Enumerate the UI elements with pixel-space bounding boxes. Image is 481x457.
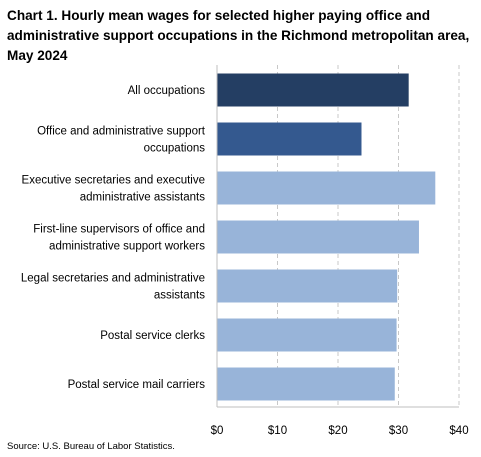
bar	[217, 220, 419, 254]
category-label: Executive secretaries and executive admin…	[22, 175, 206, 204]
category-label: First-line supervisors of office and admi…	[33, 224, 205, 253]
x-axis-ticks: $0 $10 $20 $30 $40	[211, 425, 469, 437]
chart-source: Source: U.S. Bureau of Labor Statistics.	[7, 441, 175, 452]
chart-title: Chart 1. Hourly mean wages for selected …	[7, 8, 470, 63]
category-label: Postal service clerks	[100, 330, 205, 342]
x-tick-label: $0	[211, 425, 224, 437]
bars	[217, 73, 436, 401]
bar	[217, 367, 395, 401]
bar	[217, 171, 436, 205]
bar	[217, 318, 397, 352]
x-tick-label: $20	[328, 425, 347, 437]
category-label: Legal secretaries and administrative assi…	[21, 273, 205, 302]
x-tick-label: $30	[389, 425, 408, 437]
x-tick-label: $40	[449, 425, 468, 437]
category-label: All occupations	[128, 85, 206, 97]
category-label: Office and administrative support occupat…	[37, 126, 206, 155]
x-tick-label: $10	[268, 425, 287, 437]
bar	[217, 269, 398, 303]
category-labels: All occupations Office and administrative…	[21, 85, 206, 391]
category-label: Postal service mail carriers	[68, 379, 206, 391]
bar	[217, 122, 362, 156]
bar	[217, 73, 409, 107]
